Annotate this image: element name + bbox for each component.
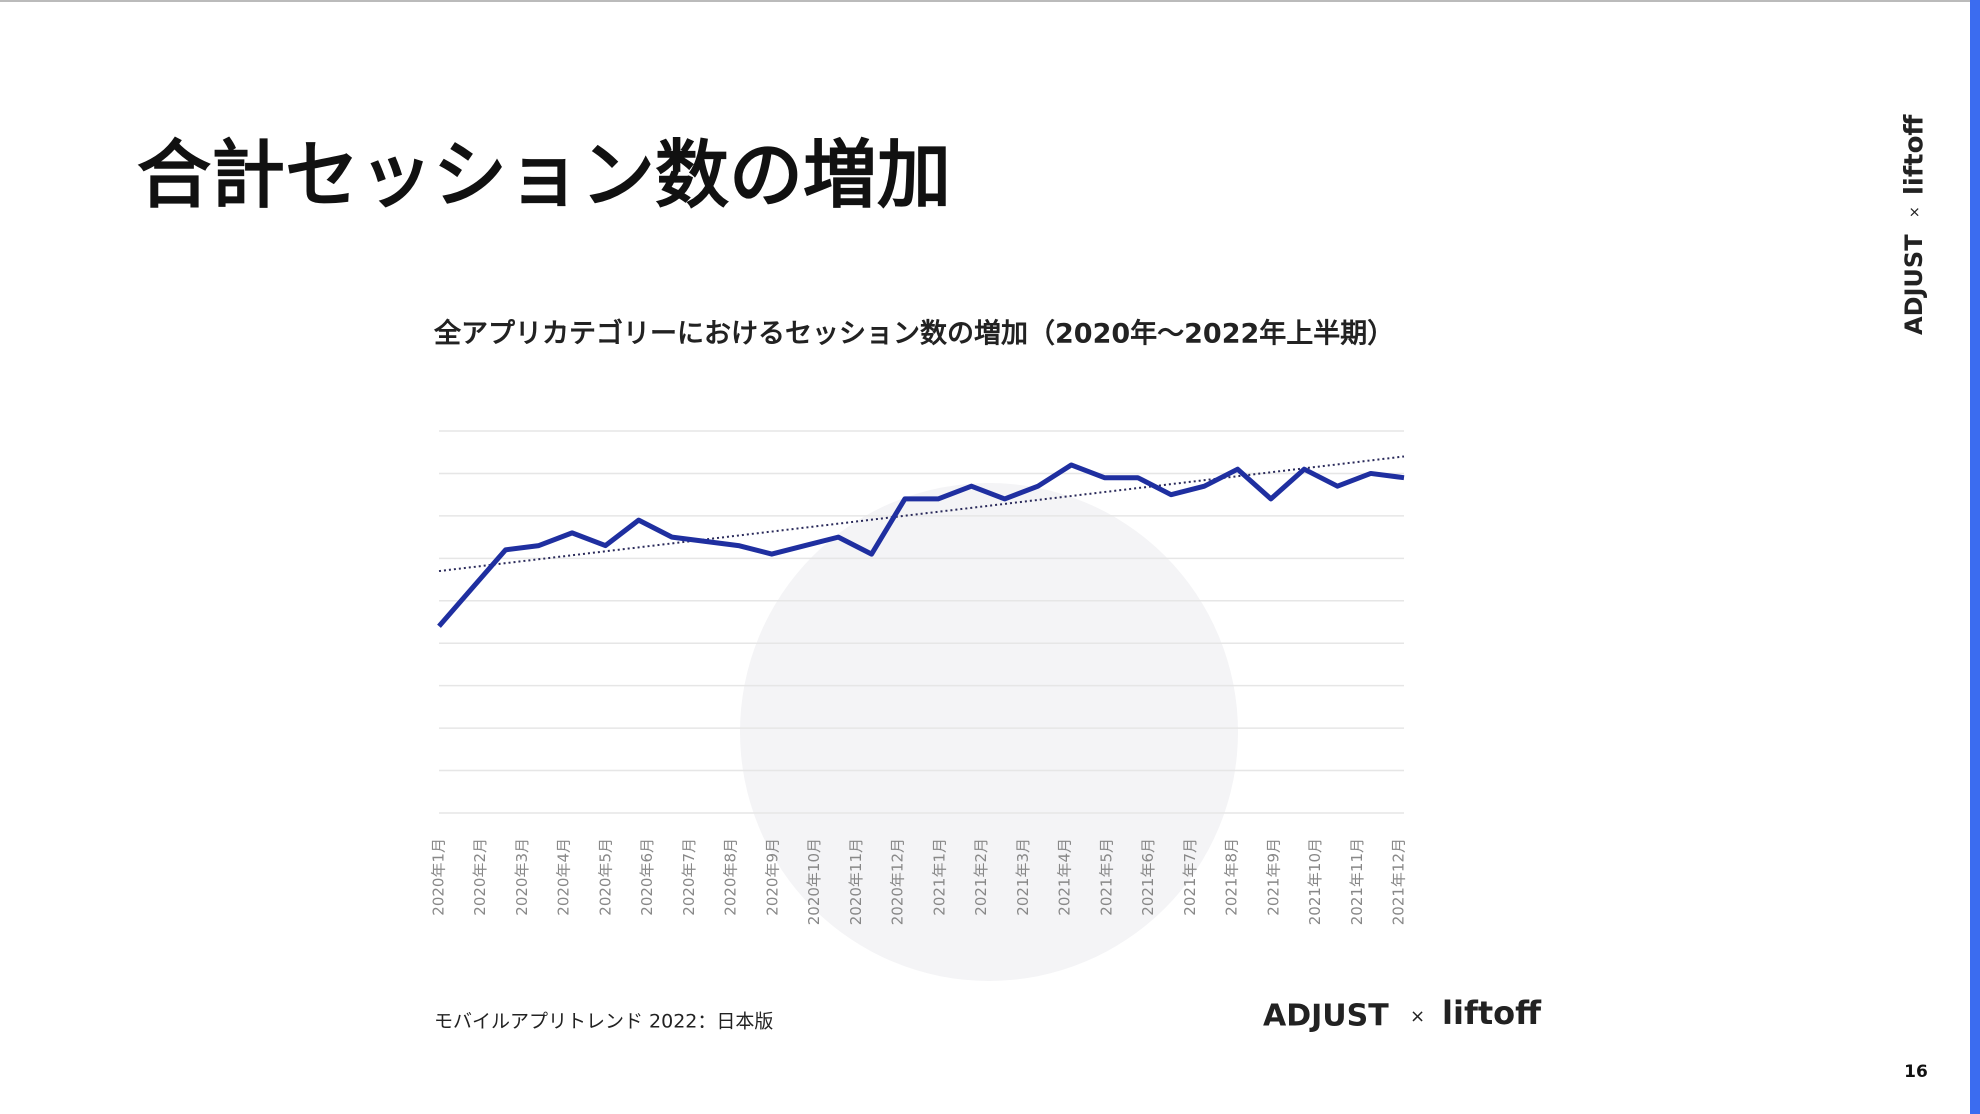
- top-border: [0, 0, 1980, 2]
- trendline: [438, 455, 1405, 573]
- x-tick-label: 2020年5月: [596, 838, 614, 916]
- x-tick-label: 2021年9月: [1264, 838, 1282, 916]
- x-tick-label: 2021年7月: [1181, 838, 1199, 916]
- brand-right: liftoff: [1442, 994, 1542, 1032]
- watermark: [740, 483, 1238, 981]
- x-tick-label: 2021年3月: [1014, 838, 1032, 916]
- brand-times: ×: [1907, 206, 1923, 218]
- x-tick-label: 2020年7月: [680, 838, 698, 916]
- source: モバイルアプリトレンド 2022：日本版: [434, 1011, 773, 1033]
- x-tick-label: 2020年4月: [555, 838, 573, 916]
- x-tick-label: 2021年6月: [1139, 838, 1157, 916]
- x-tick-label: 2020年2月: [471, 838, 489, 916]
- x-tick-label: 2021年8月: [1223, 838, 1241, 916]
- vertical-logo: ADJUST × liftoff: [1900, 114, 1930, 335]
- x-tick-label: 2021年10月: [1306, 838, 1324, 925]
- x-tick-label: 2020年9月: [763, 838, 781, 916]
- brand-right: liftoff: [1900, 114, 1930, 195]
- x-tick-label: 2020年11月: [847, 838, 865, 925]
- slide-title: 合計セッション数の増加: [137, 133, 951, 219]
- x-tick-label: 2020年1月: [430, 838, 448, 916]
- x-tick-label: 2020年8月: [722, 838, 740, 916]
- brand-left: ADJUST: [1263, 999, 1389, 1034]
- series-line: [437, 462, 1405, 628]
- right-bar: [1970, 0, 1980, 1114]
- x-tick-label: 2021年4月: [1056, 838, 1074, 916]
- x-tick-label: 2021年5月: [1097, 838, 1115, 916]
- x-tick-label: 2020年10月: [805, 838, 823, 925]
- x-tick-label: 2021年2月: [972, 838, 990, 916]
- x-tick-label: 2021年12月: [1390, 838, 1408, 925]
- x-tick-label: 2020年3月: [513, 838, 531, 916]
- x-tick-label: 2020年12月: [889, 838, 907, 925]
- x-tick-label: 2021年1月: [930, 838, 948, 916]
- brand-left: ADJUST: [1900, 234, 1928, 335]
- x-tick-label: 2021年11月: [1348, 838, 1366, 925]
- x-tick-label: 2020年6月: [638, 838, 656, 916]
- page-number: 16: [1904, 1062, 1928, 1082]
- brand-times: ×: [1410, 1006, 1425, 1027]
- chart-subtitle: 全アプリカテゴリーにおけるセッション数の増加（2020年〜2022年上半期）: [433, 318, 1394, 350]
